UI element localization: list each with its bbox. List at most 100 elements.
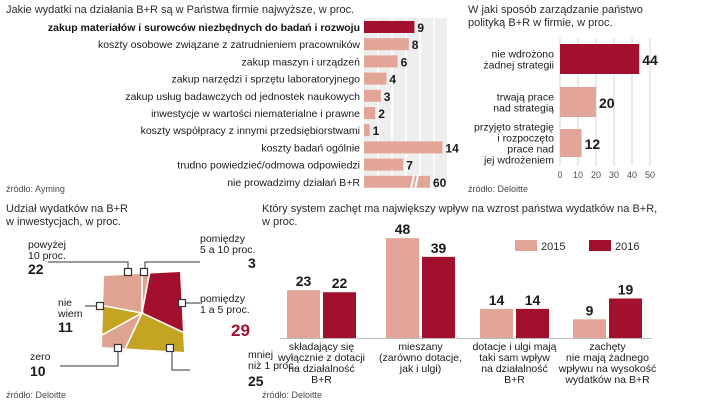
value-label: 60 xyxy=(433,176,447,190)
chart-title-line: w proc. xyxy=(261,216,297,228)
bar xyxy=(364,55,398,68)
legend-label: 2016 xyxy=(615,241,639,253)
value-label: 2 xyxy=(378,107,385,121)
tick-label: 20 xyxy=(591,170,601,180)
category-label: wpływu na wysokość xyxy=(558,363,656,375)
category-label: zakup narzędzi i sprzętu laboratoryjnego xyxy=(171,74,360,86)
category-label: nad strategią xyxy=(493,103,554,115)
category-label: składający się xyxy=(289,341,355,353)
bar xyxy=(480,308,513,338)
category-label: trwają prace xyxy=(497,92,554,104)
slice-label: pomiędzy xyxy=(200,233,246,245)
bar xyxy=(364,124,370,137)
value-label: 14 xyxy=(525,292,541,308)
category-label: nie wdrożono xyxy=(492,49,555,61)
slice-marker xyxy=(123,267,133,277)
bar xyxy=(573,319,606,338)
leader-line xyxy=(60,352,119,367)
chart-title-line: Który system zachęt ma największy wpływ … xyxy=(262,203,657,215)
category-label: (zarówno dotacje, xyxy=(379,352,462,364)
category-label: inwestycje w wartości niematerialne i pr… xyxy=(151,108,360,120)
value-label: 9 xyxy=(586,302,594,318)
slice-label: zero xyxy=(30,351,51,363)
value-label: 19 xyxy=(618,281,634,297)
axis-break-mark xyxy=(410,174,419,190)
category-label: prace nad xyxy=(507,144,554,156)
value-label: 7 xyxy=(406,159,413,173)
slice-value: 3 xyxy=(248,255,256,271)
chart-title-line: polityką B+R w firmie, w proc. xyxy=(468,17,613,29)
source-note: źródło: Deloitte xyxy=(468,184,528,194)
category-label: nie mają żadnego xyxy=(566,352,649,364)
bar xyxy=(516,308,549,338)
category-label: koszty osobowe związane z zatrudnieniem … xyxy=(98,39,360,51)
category-label: B+R xyxy=(311,374,332,386)
chart-title-line: w inwestycjach, w proc. xyxy=(5,216,121,228)
leader-line xyxy=(48,261,129,268)
bar xyxy=(560,129,582,157)
value-label: 12 xyxy=(585,136,601,152)
value-label: 14 xyxy=(445,141,459,155)
category-label: koszty badań ogólnie xyxy=(261,142,360,154)
slice-label: nie xyxy=(58,297,72,309)
chart-investment-share: Udział wydatków na B+R w inwestycjach, w… xyxy=(5,203,296,400)
legend-label: 2015 xyxy=(541,241,565,253)
category-label: B+R xyxy=(504,374,525,386)
category-label: dotacje i ulgi mają xyxy=(472,341,556,353)
category-label: koszty współpracy z innymi przedsiębiors… xyxy=(141,125,360,137)
legend: 2015 2016 xyxy=(515,240,639,253)
tick-label: 0 xyxy=(557,170,562,180)
source-note: źródło: Deloitte xyxy=(262,390,322,400)
bar xyxy=(386,238,419,338)
legend-swatch xyxy=(515,240,537,251)
value-label: 20 xyxy=(599,95,615,111)
source-note: źródło: Ayming xyxy=(6,184,65,194)
bar xyxy=(364,107,376,119)
category-label: zakup maszyn i urządzeń xyxy=(242,56,361,68)
category-label: taki sam wpływ xyxy=(479,352,550,364)
value-label: 1 xyxy=(373,124,380,138)
category-label: zachęty xyxy=(589,341,626,353)
category-label: zakup usług badawczych od jednostek nauk… xyxy=(125,91,360,103)
slice-label: 1 a 5 proc. xyxy=(200,304,250,316)
slice-value: 29 xyxy=(231,321,250,340)
slice-value: 11 xyxy=(58,319,73,335)
bar xyxy=(364,38,409,51)
category-label: na działalność xyxy=(481,363,548,375)
value-label: 9 xyxy=(417,21,424,35)
bar xyxy=(364,141,443,154)
slice-marker xyxy=(139,267,149,277)
slice-value: 10 xyxy=(30,363,46,379)
value-label: 22 xyxy=(332,275,348,291)
slice-marker xyxy=(177,298,187,308)
bar xyxy=(323,292,356,338)
value-label: 39 xyxy=(431,240,447,256)
bar xyxy=(560,44,640,74)
slice-label: wiem xyxy=(57,308,83,320)
slice-value: 22 xyxy=(28,261,44,277)
slice-marker xyxy=(165,343,175,353)
tick-label: 30 xyxy=(609,170,619,180)
value-label: 6 xyxy=(401,55,408,69)
bar xyxy=(609,298,642,338)
value-label: 4 xyxy=(389,73,396,87)
tick-label: 10 xyxy=(573,170,583,180)
value-label: 3 xyxy=(384,90,391,104)
category-label: zakup materiałów i surowców niezbędnych … xyxy=(48,22,360,34)
bar xyxy=(364,175,430,188)
chart-expense-types: Jakie wydatki na działania B+R są w Pańs… xyxy=(6,4,459,194)
bar xyxy=(560,87,596,117)
bar xyxy=(364,72,387,85)
slice-label: 10 proc. xyxy=(28,250,66,262)
slice-value: 25 xyxy=(248,373,264,389)
category-label: wydatków na B+R xyxy=(564,374,650,386)
bar xyxy=(422,256,455,338)
category-label: przyjęto strategię xyxy=(474,122,554,134)
value-label: 48 xyxy=(395,221,411,237)
bar xyxy=(287,290,320,338)
category-label: na działalność xyxy=(288,363,355,375)
category-label: mieszany xyxy=(398,341,443,353)
slice-label: mniej xyxy=(248,349,273,361)
category-label: żadnej strategii xyxy=(483,60,554,72)
